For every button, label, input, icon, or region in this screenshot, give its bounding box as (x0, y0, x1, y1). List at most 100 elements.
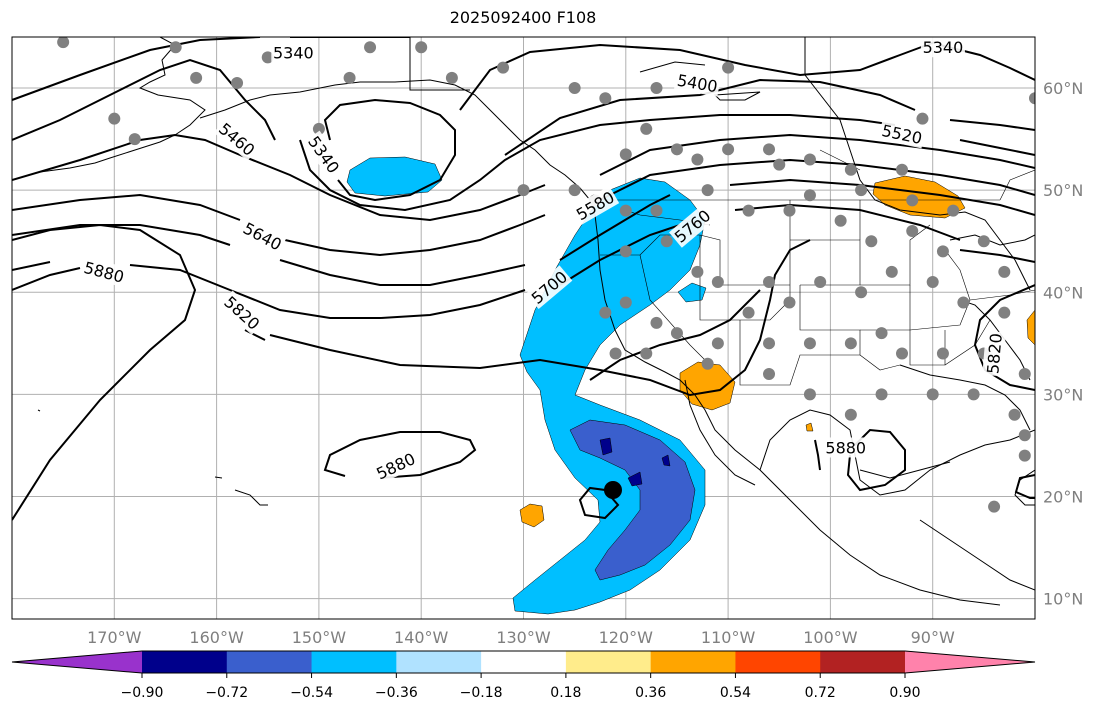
station-dot (415, 41, 428, 54)
contour-label: 5820 (983, 332, 1005, 374)
station-dot (916, 112, 929, 125)
contour-label-bg (920, 37, 965, 58)
colorbar-tick-label: −0.18 (460, 685, 503, 701)
station-dot (834, 214, 847, 227)
station-dot (1029, 92, 1035, 105)
colorbar-extend-low (12, 651, 142, 673)
station-dot (261, 51, 274, 64)
colorbar-segment (820, 651, 906, 673)
colorbar: −0.90 −0.72 −0.54 −0.36 −0.18 0.18 0.36 0.54 0.7… (11, 650, 1036, 701)
station-dot (844, 163, 857, 176)
colorbar-tick-label: −0.90 (121, 685, 164, 701)
contour-label-bg (238, 216, 287, 256)
station-dot (988, 500, 1001, 513)
station-dot (364, 41, 377, 54)
station-dot (875, 388, 888, 401)
latitude-label: 50°N (1043, 181, 1083, 200)
station-dot (763, 143, 776, 156)
latitude-label: 40°N (1043, 283, 1083, 302)
contour-label-bg (213, 117, 261, 161)
longitude-label: 160°W (189, 628, 244, 647)
station-dot (742, 204, 755, 217)
longitude-label: 170°W (87, 628, 142, 647)
station-dot (977, 235, 990, 248)
contour-label-bg (571, 185, 620, 226)
colorbar-extend-high (905, 651, 1035, 673)
station-dot (855, 286, 868, 299)
contour-label: 5340 (923, 38, 964, 57)
contour-label-bg (80, 256, 128, 288)
cyclone-center-marker (604, 481, 622, 499)
gulf-alaska-blob (346, 156, 443, 197)
station-dot (640, 122, 653, 135)
colorbar-tick-label: 0.54 (720, 685, 751, 701)
station-dot (1008, 408, 1021, 421)
longitude-label: 100°W (803, 628, 858, 647)
station-dot (711, 276, 724, 289)
station-dot (650, 82, 663, 95)
station-dot (896, 163, 909, 176)
contour-label: 5880 (825, 438, 866, 457)
positive-anomaly-region (519, 175, 1035, 528)
contour-label-bg (878, 119, 926, 149)
contour-label-bg (271, 42, 316, 63)
station-dot (763, 367, 776, 380)
station-dot (190, 71, 203, 84)
colorbar-segment (311, 651, 397, 673)
station-dot (998, 265, 1011, 278)
nevada-blob (677, 282, 707, 303)
map-frame (11, 36, 1036, 620)
colorbar-segment (142, 651, 228, 673)
station-dot (650, 316, 663, 329)
longitude-label: 110°W (701, 628, 756, 647)
station-dot (497, 61, 510, 74)
station-dot (660, 235, 673, 248)
station-dot (691, 265, 704, 278)
station-dot (936, 347, 949, 360)
contour-label: 5340 (273, 43, 314, 62)
latitude-labels: 10°N 20°N 30°N 40°N 50°N 60°N (1043, 79, 1083, 609)
station-dot (343, 71, 356, 84)
station-dot (619, 204, 632, 217)
colorbar-tick-label: 0.90 (889, 685, 920, 701)
colorbar-segment (735, 651, 821, 673)
core-dark-blue (599, 437, 613, 456)
colorbar-tick-label: −0.72 (205, 685, 248, 701)
station-dot (906, 225, 919, 237)
core-dark-blue-3 (661, 454, 671, 467)
contour-label-group: 5340 (271, 42, 316, 63)
station-dot (670, 327, 683, 340)
contour-label-bg (823, 437, 868, 458)
station-dot (231, 76, 244, 89)
colorbar-tick-label: −0.36 (375, 685, 418, 701)
station-dot (783, 296, 796, 309)
longitude-label: 150°W (292, 628, 347, 647)
station-dot (936, 245, 949, 258)
station-dot (640, 347, 653, 360)
colorbar-tick-label: 0.18 (550, 685, 581, 701)
contour-label-group: 5820 (982, 330, 1006, 377)
contour-label-bg (674, 69, 721, 97)
station-dot (599, 92, 612, 105)
station-dot (803, 388, 816, 401)
station-dot (57, 37, 70, 49)
contour-label-bg (303, 130, 345, 179)
core-dark-blue-2 (627, 471, 643, 487)
longitude-label: 120°W (599, 628, 654, 647)
station-dot (814, 276, 827, 289)
station-dot (803, 189, 816, 202)
station-dot (763, 276, 776, 289)
station-dot (783, 204, 796, 217)
station-dot (691, 153, 704, 166)
station-dot (619, 296, 632, 309)
station-dot (1018, 449, 1031, 462)
station-dot (896, 347, 909, 360)
station-dot (1018, 429, 1031, 442)
station-dot (844, 337, 857, 350)
station-dot (926, 388, 939, 401)
station-dot (875, 327, 888, 340)
longitude-label: 140°W (394, 628, 449, 647)
station-dot (722, 61, 735, 74)
contour-label-group: 5880 (823, 437, 868, 458)
